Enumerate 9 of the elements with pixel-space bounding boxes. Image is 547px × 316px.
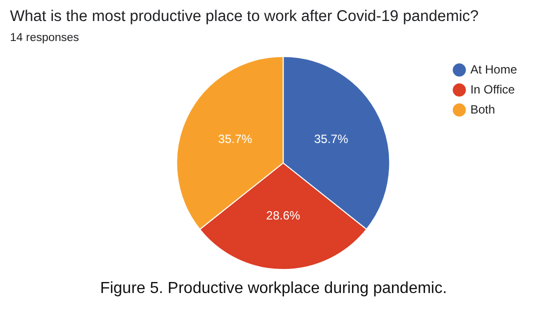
caption: Figure 5. Productive workplace during pandemic. [99,280,448,298]
text: 14 responses [10,32,80,44]
data-label: 28.6% [266,208,300,223]
chart-title: What is the most productive place to work after Covid-19 pandemic? [10,8,479,26]
data-label: 35.7% [314,132,348,146]
legend-label: At Home [470,62,518,76]
legend-label: Both [470,102,496,116]
legend-label: In Office [470,82,516,96]
data-label: 35.7% [218,132,253,146]
